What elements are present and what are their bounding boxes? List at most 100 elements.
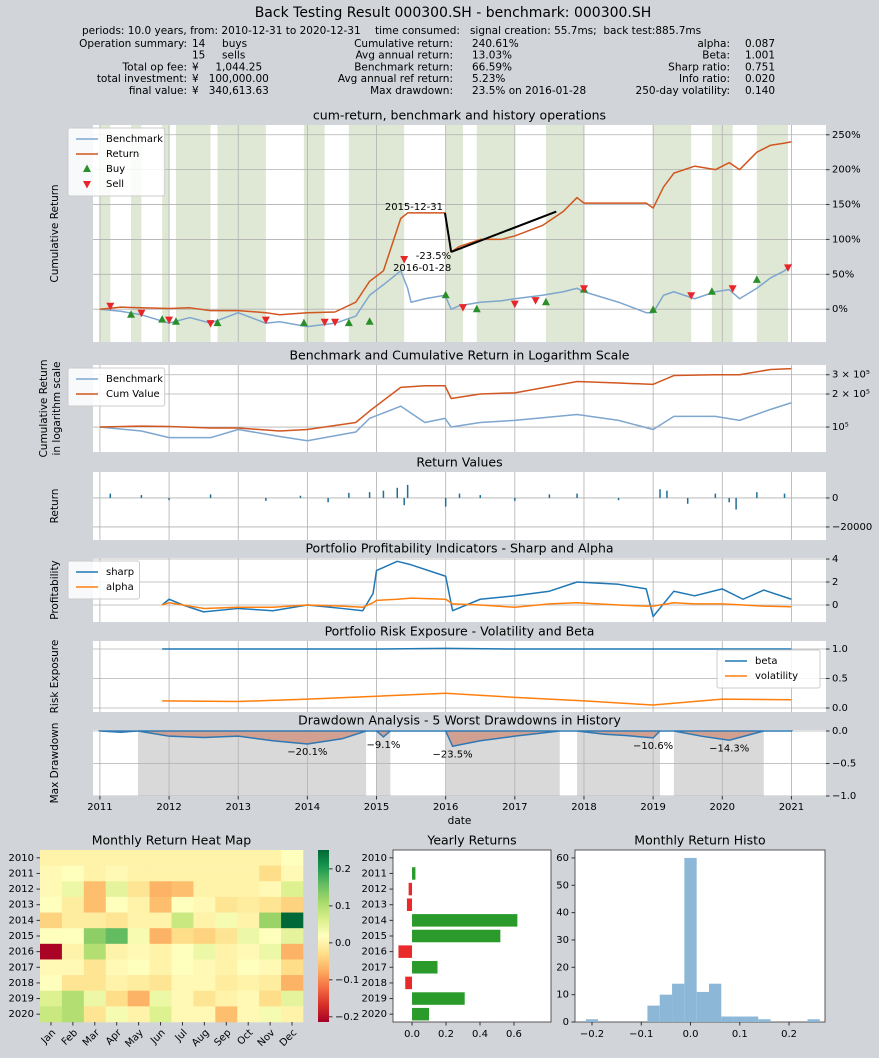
heat-cell xyxy=(259,990,282,1007)
plot-layer xyxy=(93,365,826,452)
drawdown-region xyxy=(577,730,661,796)
summary-label: Operation summary: xyxy=(79,38,187,50)
colorbar-tick-label: −0.2 xyxy=(335,1012,359,1023)
heat-cell xyxy=(61,990,85,1007)
summary-value: 14 buys xyxy=(192,38,247,50)
x-tick-label: Feb xyxy=(60,1027,80,1047)
heat-cell xyxy=(237,881,260,898)
return-bar xyxy=(109,493,112,498)
heat-cell xyxy=(105,975,128,992)
heat-cell xyxy=(40,865,63,882)
summary-value: 5.23% xyxy=(472,73,505,85)
drawdown-line xyxy=(443,212,453,253)
chart-title: cum-return, benchmark and history operat… xyxy=(313,108,606,123)
heat-cell xyxy=(259,975,282,992)
heat-cell xyxy=(259,912,282,929)
return-bar xyxy=(348,492,350,498)
heat-cell xyxy=(149,928,172,945)
heat-cell xyxy=(171,865,194,882)
return-bar xyxy=(479,495,481,498)
trade-marker xyxy=(206,320,215,328)
holding-period xyxy=(303,125,325,342)
drawdown-label: −23.5% xyxy=(433,749,473,760)
chart-title: Yearly Returns xyxy=(426,833,516,848)
series-line xyxy=(99,263,792,328)
heat-cell xyxy=(259,928,282,945)
heat-cell xyxy=(171,928,194,945)
summary-value: 13.03% xyxy=(472,50,512,62)
histogram-bar xyxy=(696,991,709,1022)
holding-period xyxy=(217,125,266,342)
heat-cell xyxy=(105,959,128,976)
x-tick-label: Nov xyxy=(256,1027,278,1049)
series-line xyxy=(99,141,792,316)
heat-cell xyxy=(105,928,128,945)
summary-value: 0.087 xyxy=(745,38,775,50)
heat-cell xyxy=(215,990,238,1007)
plot-layer xyxy=(93,472,826,540)
x-tick-label: 2016 xyxy=(433,802,458,813)
summary-label: Info ratio: xyxy=(679,73,730,85)
y-tick-label: −20000 xyxy=(832,522,872,533)
y-tick-label: 2010 xyxy=(9,853,34,864)
y-tick-label: 2 × 10⁵ xyxy=(832,389,870,400)
summary-label: total investment: xyxy=(97,73,187,85)
histogram-bar xyxy=(807,1019,820,1022)
drawdown-label: −10.6% xyxy=(633,741,673,752)
heat-cell xyxy=(40,990,63,1007)
holding-period xyxy=(756,125,788,342)
heat-cell xyxy=(171,881,194,898)
y-tick-label: 0.5 xyxy=(832,674,848,685)
y-tick-label: 0.0 xyxy=(832,703,848,714)
heat-cell xyxy=(149,959,172,976)
chart-title: Drawdown Analysis - 5 Worst Drawdowns in… xyxy=(298,713,621,728)
plot-layer xyxy=(93,558,826,622)
holding-period xyxy=(653,125,692,342)
trade-marker xyxy=(106,302,115,311)
trade-marker xyxy=(752,275,761,283)
legend-box xyxy=(716,649,821,689)
return-bar xyxy=(327,497,329,503)
heat-cell xyxy=(127,912,150,929)
heat-cell xyxy=(215,943,238,960)
y-tick-label: 20 xyxy=(556,962,569,973)
return-bar xyxy=(209,494,212,498)
y-tick-label: 10 xyxy=(556,990,569,1001)
drawdown-region xyxy=(376,730,391,796)
heat-cell xyxy=(237,912,260,929)
x-tick-label: 0.0 xyxy=(404,1029,420,1040)
colorbar-tick-label: 0.2 xyxy=(335,864,351,875)
y-tick-label: 0 xyxy=(563,1017,569,1028)
year-bar xyxy=(412,929,501,943)
x-tick-label: 0.2 xyxy=(438,1029,454,1040)
histogram-bar xyxy=(684,857,697,1022)
y-tick-label: 2014 xyxy=(9,915,34,926)
series-line xyxy=(161,560,792,618)
return-bar xyxy=(168,497,170,501)
summary-value: ¥ 100,000.00 xyxy=(192,73,269,85)
x-tick-label: 2021 xyxy=(779,802,804,813)
trade-marker xyxy=(531,297,540,305)
x-tick-label: Dec xyxy=(278,1027,299,1048)
heat-cell xyxy=(237,928,260,945)
chart-title: Portfolio Risk Exposure - Volatility and… xyxy=(325,624,595,639)
x-tick-label: Aug xyxy=(190,1027,212,1049)
periods: periods: 10.0 years, from: 2010-12-31 to… xyxy=(82,25,361,37)
y-tick-label: 2016 xyxy=(9,947,34,958)
series-line xyxy=(161,597,792,610)
heat-cell xyxy=(281,912,304,929)
heat-cell xyxy=(149,975,172,992)
y-tick-label: 2020 xyxy=(362,1009,387,1020)
heat-cell xyxy=(83,943,107,960)
heat-cell xyxy=(40,1006,63,1023)
year-bar xyxy=(408,882,413,896)
drawdown-label: −20.1% xyxy=(287,747,327,758)
annotation: -23.5% xyxy=(416,251,451,262)
x-tick-label: 0.6 xyxy=(506,1029,522,1040)
y-axis-label: Risk Exposure xyxy=(49,640,61,714)
x-tick-label: 2012 xyxy=(156,802,181,813)
heat-cell xyxy=(237,850,260,866)
heat-cell xyxy=(193,959,216,976)
return-bar xyxy=(368,492,371,498)
